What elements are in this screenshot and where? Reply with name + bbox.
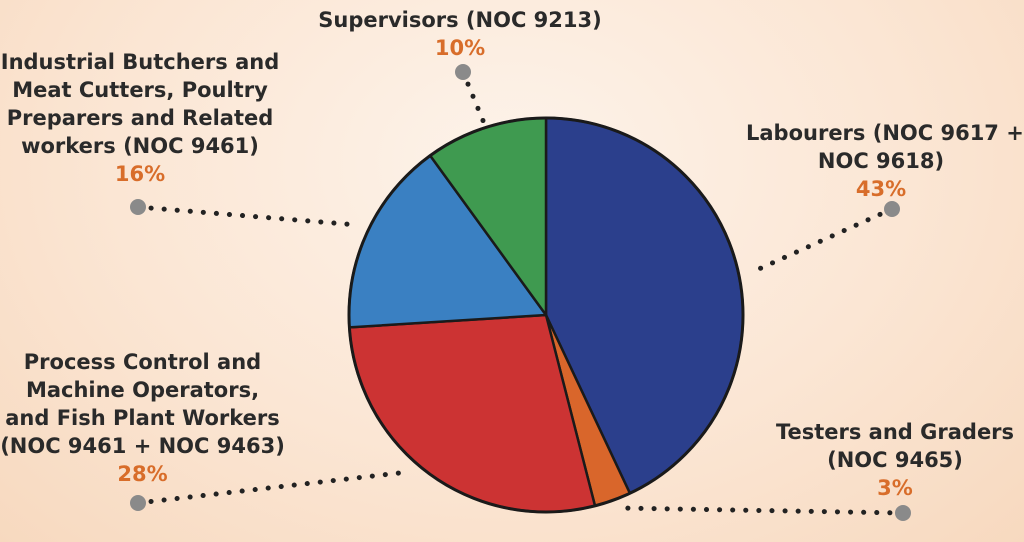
label-process-control-line-3: and Fish Plant Workers	[5, 406, 280, 430]
leader-line-testers-graders	[617, 505, 906, 516]
label-process-control-line-4: (NOC 9461 + NOC 9463)	[0, 434, 285, 458]
label-process-control-percent: 28%	[117, 462, 168, 486]
marker-dot-labourers	[884, 201, 900, 217]
pie-outline	[347, 116, 745, 514]
label-industrial-butchers-line-3: Preparers and Related	[6, 106, 274, 130]
label-supervisors-line-1: Supervisors (NOC 9213)	[318, 8, 602, 32]
label-supervisors: Supervisors (NOC 9213) 10%	[305, 6, 615, 62]
label-labourers: Labourers (NOC 9617 + NOC 9618) 43%	[746, 119, 1024, 203]
label-labourers-line-1: Labourers (NOC 9617 +	[746, 121, 1024, 145]
marker-dot-process-control	[130, 495, 146, 511]
label-testers-graders-line-2: (NOC 9465)	[827, 448, 963, 472]
label-industrial-butchers-line-4: workers (NOC 9461)	[21, 134, 259, 158]
marker-dot-industrial-butchers	[130, 199, 146, 215]
label-testers-graders: Testers and Graders (NOC 9465) 3%	[770, 418, 1020, 502]
label-process-control: Process Control and Machine Operators, a…	[0, 348, 285, 488]
label-industrial-butchers: Industrial Butchers and Meat Cutters, Po…	[0, 48, 280, 188]
label-testers-graders-line-1: Testers and Graders	[775, 420, 1015, 444]
marker-dot-supervisors	[455, 64, 471, 80]
label-testers-graders-percent: 3%	[877, 476, 913, 500]
label-industrial-butchers-percent: 16%	[114, 162, 166, 186]
leader-line-industrial-butchers	[135, 204, 361, 228]
label-supervisors-percent: 10%	[434, 36, 486, 60]
label-process-control-line-1: Process Control and	[23, 350, 262, 374]
label-industrial-butchers-line-1: Industrial Butchers and	[0, 50, 280, 74]
leader-line-supervisors	[460, 69, 487, 126]
label-labourers-line-2: NOC 9618)	[817, 149, 945, 173]
label-process-control-line-2: Machine Operators,	[25, 378, 260, 402]
marker-dot-testers-graders	[895, 505, 911, 521]
label-labourers-percent: 43%	[855, 177, 907, 201]
leader-line-labourers	[747, 206, 895, 276]
label-industrial-butchers-line-2: Meat Cutters, Poultry	[12, 78, 268, 102]
